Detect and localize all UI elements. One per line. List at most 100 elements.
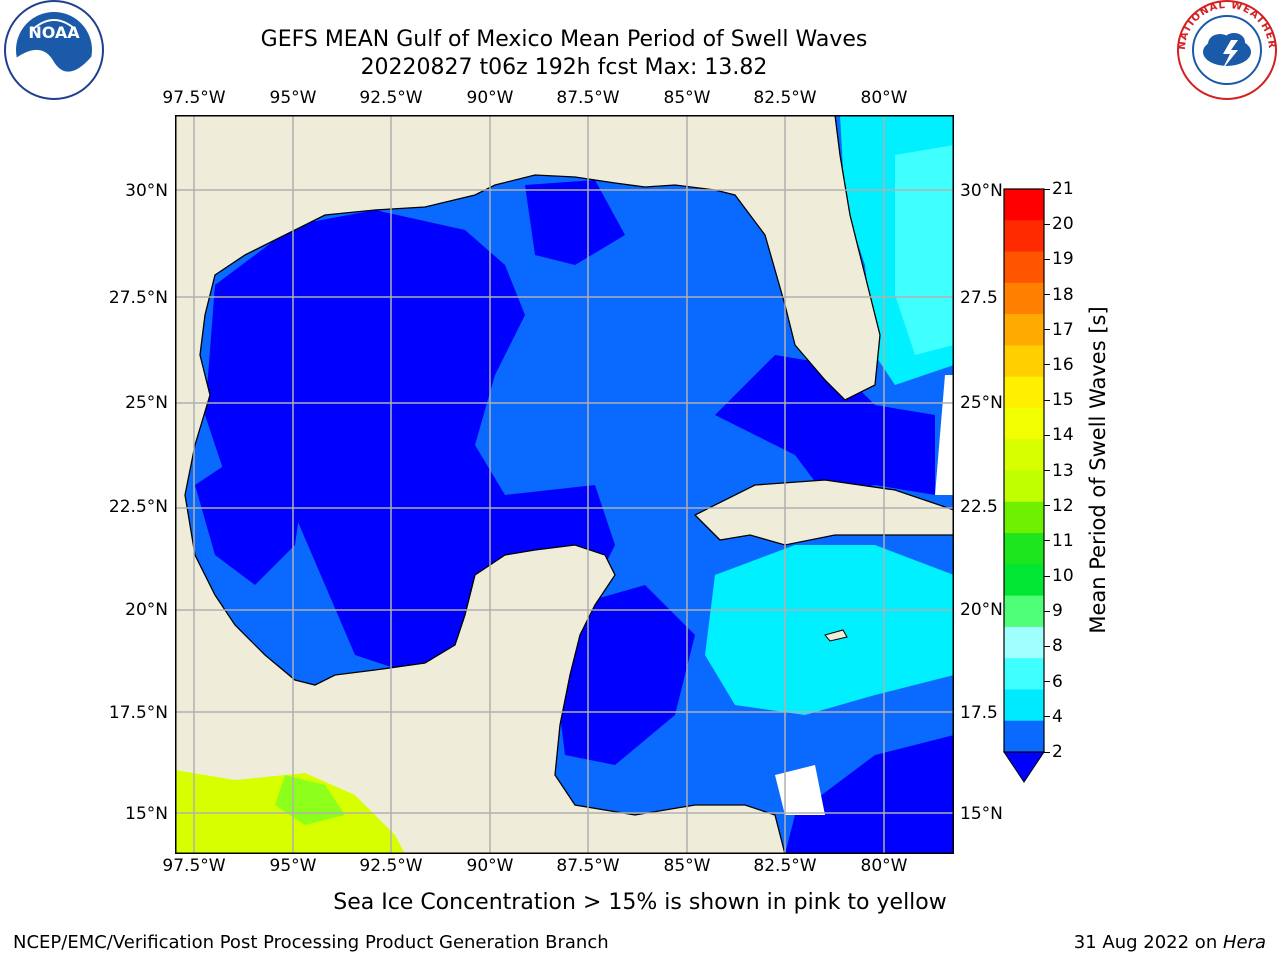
lon-tick-bottom: 87.5°W — [556, 856, 620, 876]
lat-tick-left: 17.5°N — [108, 703, 168, 723]
lon-tick-bottom: 97.5°W — [162, 856, 226, 876]
lat-tick-right: 30°N — [960, 181, 1003, 201]
colorbar-tick-mark — [1044, 610, 1050, 612]
lon-tick-top: 97.5°W — [162, 88, 226, 108]
colorbar-tick-label: 8 — [1052, 636, 1063, 657]
colorbar-segment — [1004, 501, 1044, 534]
lat-tick-left: 20°N — [125, 600, 168, 620]
colorbar-segment — [1004, 220, 1044, 253]
colorbar-segment — [1004, 407, 1044, 440]
lat-tick-right: 15°N — [960, 804, 1003, 824]
colorbar-tick-label: 2 — [1052, 742, 1063, 762]
colorbar-tick-mark — [1044, 329, 1050, 331]
colorbar-tick-mark — [1044, 294, 1050, 296]
contour-deep-blue-west2 — [195, 445, 305, 585]
footer-date: 31 Aug 2022 on — [1073, 932, 1223, 953]
lat-tick-left: 30°N — [125, 181, 168, 201]
contour-deep-blue-carib — [555, 585, 695, 765]
colorbar-tick-mark — [1044, 399, 1050, 401]
colorbar-segment — [1004, 189, 1044, 221]
contour-cyan-carib — [705, 545, 954, 715]
colorbar-tick-label: 21 — [1052, 179, 1074, 199]
chart-subtitle: 20220827 t06z 192h fcst Max: 13.82 — [360, 55, 768, 80]
lat-tick-right: 25°N — [960, 393, 1003, 413]
colorbar-extend-triangle — [1003, 751, 1045, 783]
footer-left: NCEP/EMC/Verification Post Processing Pr… — [13, 932, 609, 953]
colorbar-tick-label: 17 — [1052, 319, 1074, 340]
lat-tick-left: 22.5°N — [108, 497, 168, 517]
map-gridlines — [175, 115, 954, 854]
nodata-florida-strait — [935, 375, 954, 495]
nws-logo: NATIONAL WEATHER SERVICE — [1176, 0, 1277, 100]
colorbar-tick-label: 11 — [1052, 530, 1074, 551]
lon-tick-top: 87.5°W — [556, 88, 620, 108]
lon-tick-bottom: 85°W — [663, 856, 711, 876]
colorbar-tick-mark — [1044, 364, 1050, 366]
colorbar-tick-label: 14 — [1052, 425, 1074, 446]
lon-tick-bottom: 90°W — [466, 856, 514, 876]
noaa-logo: NOAA — [4, 0, 104, 100]
colorbar-tick-label: 6 — [1052, 671, 1063, 692]
colorbar-tick-label: 15 — [1052, 390, 1074, 411]
colorbar-tick-mark — [1044, 188, 1050, 190]
colorbar-segment — [1004, 658, 1044, 690]
colorbar — [1003, 188, 1045, 783]
colorbar-tick-label: 12 — [1052, 495, 1074, 516]
footer-right: 31 Aug 2022 on Hera — [1074, 932, 1266, 953]
contour-deep-blue-east — [715, 355, 935, 495]
colorbar-segment — [1004, 720, 1044, 753]
colorbar-segment — [1004, 689, 1044, 722]
colorbar-tick-mark — [1044, 716, 1050, 718]
lon-tick-top: 82.5°W — [753, 88, 817, 108]
colorbar-tick-label: 16 — [1052, 354, 1074, 375]
colorbar-segment — [1004, 345, 1044, 378]
lon-tick-top: 95°W — [269, 88, 317, 108]
lon-tick-top: 90°W — [466, 88, 514, 108]
colorbar-tick-mark — [1044, 681, 1050, 683]
colorbar-segment — [1004, 533, 1044, 565]
colorbar-segment — [1004, 564, 1044, 597]
lat-tick-right: 17.5 — [960, 703, 998, 723]
colorbar-tick-mark — [1044, 505, 1050, 507]
footer-machine: Hera — [1222, 932, 1266, 953]
lat-tick-left: 15°N — [125, 804, 168, 824]
colorbar-tick-label: 19 — [1052, 249, 1074, 270]
map-frame — [175, 115, 954, 854]
sea-ice-note: Sea Ice Concentration > 15% is shown in … — [333, 890, 947, 915]
lon-tick-top: 92.5°W — [359, 88, 423, 108]
lon-tick-top: 80°W — [860, 88, 908, 108]
colorbar-tick-mark — [1044, 470, 1050, 471]
colorbar-segments — [1004, 189, 1044, 753]
colorbar-segment — [1004, 626, 1044, 659]
colorbar-segment — [1004, 376, 1044, 409]
colorbar-label: Mean Period of Swell Waves [s] — [1086, 306, 1110, 634]
lon-tick-bottom: 95°W — [269, 856, 317, 876]
lon-tick-bottom: 82.5°W — [753, 856, 817, 876]
colorbar-tick-label: 18 — [1052, 284, 1074, 305]
colorbar-segment — [1004, 439, 1044, 471]
noaa-logo-text: NOAA — [28, 23, 80, 42]
lon-tick-bottom: 92.5°W — [359, 856, 423, 876]
land-jamaica — [824, 629, 848, 642]
colorbar-segment — [1004, 251, 1044, 284]
lat-tick-right: 20°N — [960, 600, 1003, 620]
lat-tick-left: 25°N — [125, 393, 168, 413]
lon-tick-top: 85°W — [663, 88, 711, 108]
colorbar-segment — [1004, 470, 1044, 503]
map-plot — [175, 115, 954, 854]
colorbar-tick-mark — [1044, 258, 1050, 260]
colorbar-segment — [1004, 282, 1044, 315]
colorbar-segment — [1004, 314, 1044, 346]
colorbar-tick-mark — [1044, 575, 1050, 577]
colorbar-segment — [1004, 595, 1044, 628]
colorbar-tick-label: 10 — [1052, 566, 1074, 587]
colorbar-tick-label: 13 — [1052, 460, 1074, 481]
lat-tick-left: 27.5°N — [108, 288, 168, 308]
lat-tick-right: 27.5 — [960, 288, 998, 308]
land-cuba — [693, 479, 954, 546]
colorbar-tick-label: 9 — [1052, 601, 1063, 622]
colorbar-tick-label: 4 — [1052, 706, 1063, 727]
contour-deep-blue-se — [785, 735, 954, 854]
lat-tick-right: 22.5 — [960, 497, 998, 517]
colorbar-tick-label: 20 — [1052, 214, 1074, 235]
